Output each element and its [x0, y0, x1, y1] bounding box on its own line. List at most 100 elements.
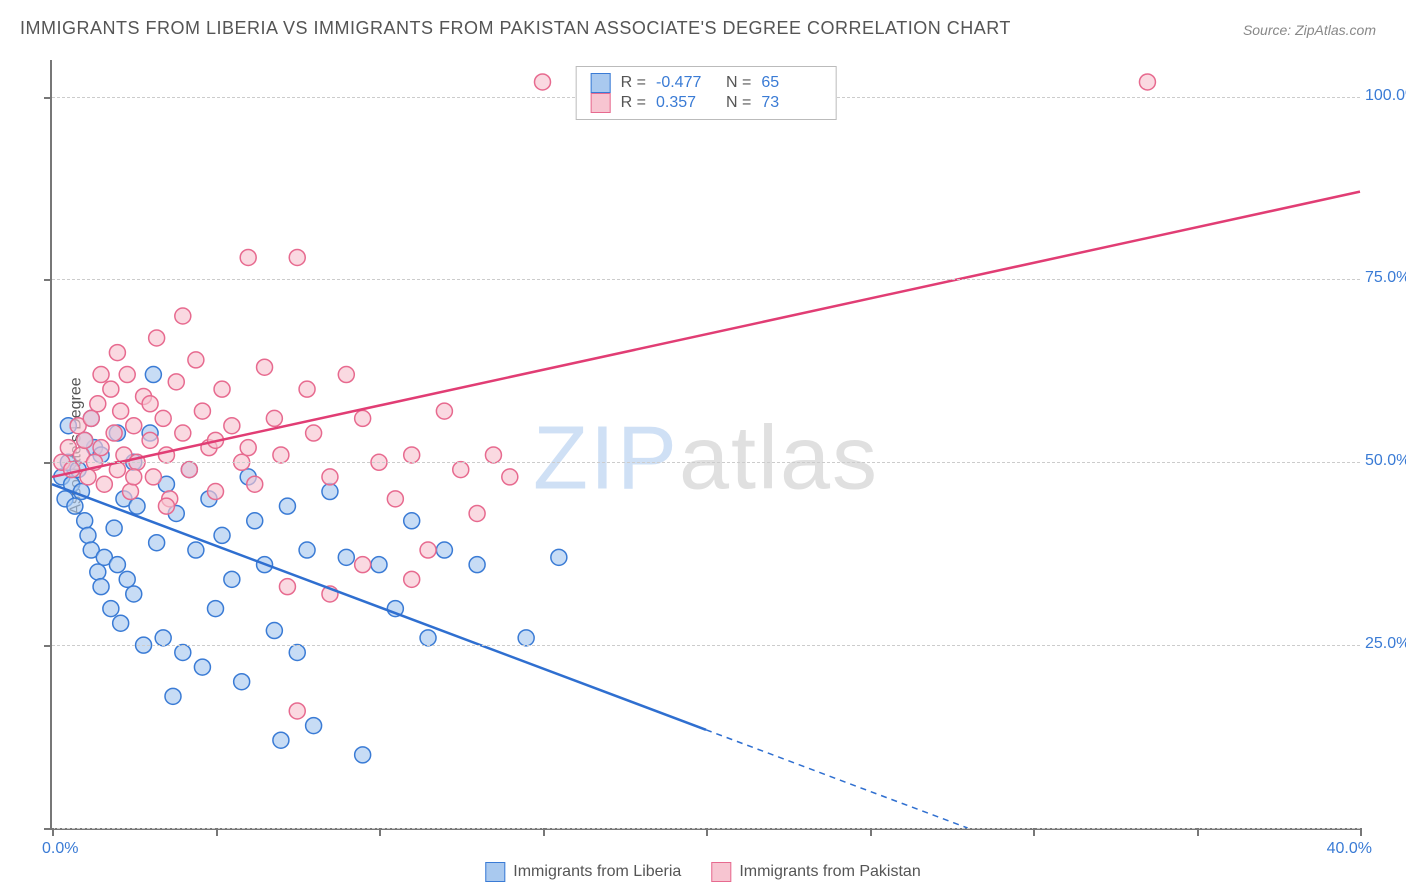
data-point-pakistan	[77, 432, 93, 448]
data-point-pakistan	[93, 367, 109, 383]
data-point-liberia	[420, 630, 436, 646]
data-point-liberia	[119, 571, 135, 587]
gridline	[52, 645, 1360, 646]
data-point-pakistan	[322, 469, 338, 485]
data-point-liberia	[289, 644, 305, 660]
data-point-pakistan	[109, 345, 125, 361]
data-point-pakistan	[420, 542, 436, 558]
data-point-liberia	[93, 579, 109, 595]
data-point-pakistan	[188, 352, 204, 368]
data-point-pakistan	[106, 425, 122, 441]
data-point-pakistan	[158, 498, 174, 514]
data-point-pakistan	[64, 462, 80, 478]
data-point-liberia	[404, 513, 420, 529]
data-point-liberia	[224, 571, 240, 587]
y-tick-label: 50.0%	[1365, 452, 1406, 470]
data-point-liberia	[109, 557, 125, 573]
x-tick	[52, 828, 54, 836]
data-point-pakistan	[194, 403, 210, 419]
data-point-pakistan	[387, 491, 403, 507]
series-legend: Immigrants from Liberia Immigrants from …	[485, 862, 920, 882]
data-point-liberia	[113, 615, 129, 631]
legend-r-value: 0.357	[656, 94, 716, 112]
data-point-liberia	[551, 549, 567, 565]
data-point-pakistan	[126, 469, 142, 485]
legend-label: Immigrants from Liberia	[513, 863, 681, 881]
data-point-pakistan	[279, 579, 295, 595]
data-point-pakistan	[158, 447, 174, 463]
x-tick	[543, 828, 545, 836]
source-attribution: Source: ZipAtlas.com	[1243, 22, 1376, 38]
data-point-pakistan	[535, 74, 551, 90]
data-point-pakistan	[355, 410, 371, 426]
data-point-pakistan	[355, 557, 371, 573]
y-tick-label: 100.0%	[1365, 87, 1406, 105]
x-tick	[706, 828, 708, 836]
legend-r-label: R =	[621, 74, 646, 92]
data-point-pakistan	[485, 447, 501, 463]
data-point-pakistan	[453, 462, 469, 478]
data-point-pakistan	[142, 432, 158, 448]
data-point-pakistan	[181, 462, 197, 478]
y-tick	[44, 462, 52, 464]
data-point-pakistan	[149, 330, 165, 346]
trendline-pakistan	[52, 192, 1360, 477]
data-point-pakistan	[93, 440, 109, 456]
data-point-pakistan	[90, 396, 106, 412]
y-tick	[44, 828, 52, 830]
data-point-liberia	[436, 542, 452, 558]
data-point-liberia	[67, 498, 83, 514]
legend-n-label: N =	[726, 74, 751, 92]
data-point-liberia	[175, 644, 191, 660]
data-point-pakistan	[83, 410, 99, 426]
y-tick	[44, 645, 52, 647]
data-point-liberia	[188, 542, 204, 558]
legend-item-pakistan: Immigrants from Pakistan	[711, 862, 920, 882]
data-point-pakistan	[257, 359, 273, 375]
data-point-liberia	[322, 484, 338, 500]
data-point-liberia	[234, 674, 250, 690]
data-point-liberia	[266, 623, 282, 639]
data-point-liberia	[149, 535, 165, 551]
data-point-pakistan	[168, 374, 184, 390]
data-point-pakistan	[247, 476, 263, 492]
data-point-liberia	[338, 549, 354, 565]
data-point-liberia	[165, 688, 181, 704]
data-point-liberia	[371, 557, 387, 573]
x-tick-max: 40.0%	[1327, 840, 1372, 858]
data-point-pakistan	[404, 571, 420, 587]
chart-title: IMMIGRANTS FROM LIBERIA VS IMMIGRANTS FR…	[20, 18, 1011, 39]
data-point-pakistan	[1139, 74, 1155, 90]
data-point-liberia	[208, 601, 224, 617]
data-point-pakistan	[126, 418, 142, 434]
data-point-pakistan	[122, 484, 138, 500]
data-point-pakistan	[208, 484, 224, 500]
y-tick-label: 75.0%	[1365, 269, 1406, 287]
data-point-pakistan	[103, 381, 119, 397]
data-point-pakistan	[240, 249, 256, 265]
x-tick	[216, 828, 218, 836]
data-point-pakistan	[119, 367, 135, 383]
data-point-liberia	[299, 542, 315, 558]
data-point-liberia	[106, 520, 122, 536]
legend-r-value: -0.477	[656, 74, 716, 92]
data-point-pakistan	[289, 703, 305, 719]
y-tick	[44, 97, 52, 99]
data-point-liberia	[306, 718, 322, 734]
correlation-legend: R = -0.477 N = 65 R = 0.357 N = 73	[576, 66, 837, 120]
data-point-liberia	[145, 367, 161, 383]
data-point-pakistan	[436, 403, 452, 419]
legend-row-pakistan: R = 0.357 N = 73	[591, 93, 822, 113]
plot-area: ZIPatlas R = -0.477 N = 65 R = 0.357 N =…	[50, 60, 1360, 830]
data-point-pakistan	[404, 447, 420, 463]
x-tick	[870, 828, 872, 836]
data-point-pakistan	[175, 308, 191, 324]
data-point-pakistan	[289, 249, 305, 265]
data-point-pakistan	[469, 505, 485, 521]
x-tick	[1197, 828, 1199, 836]
x-tick	[1033, 828, 1035, 836]
data-point-liberia	[126, 586, 142, 602]
data-point-pakistan	[113, 403, 129, 419]
trendline-liberia	[52, 484, 706, 730]
data-point-pakistan	[145, 469, 161, 485]
